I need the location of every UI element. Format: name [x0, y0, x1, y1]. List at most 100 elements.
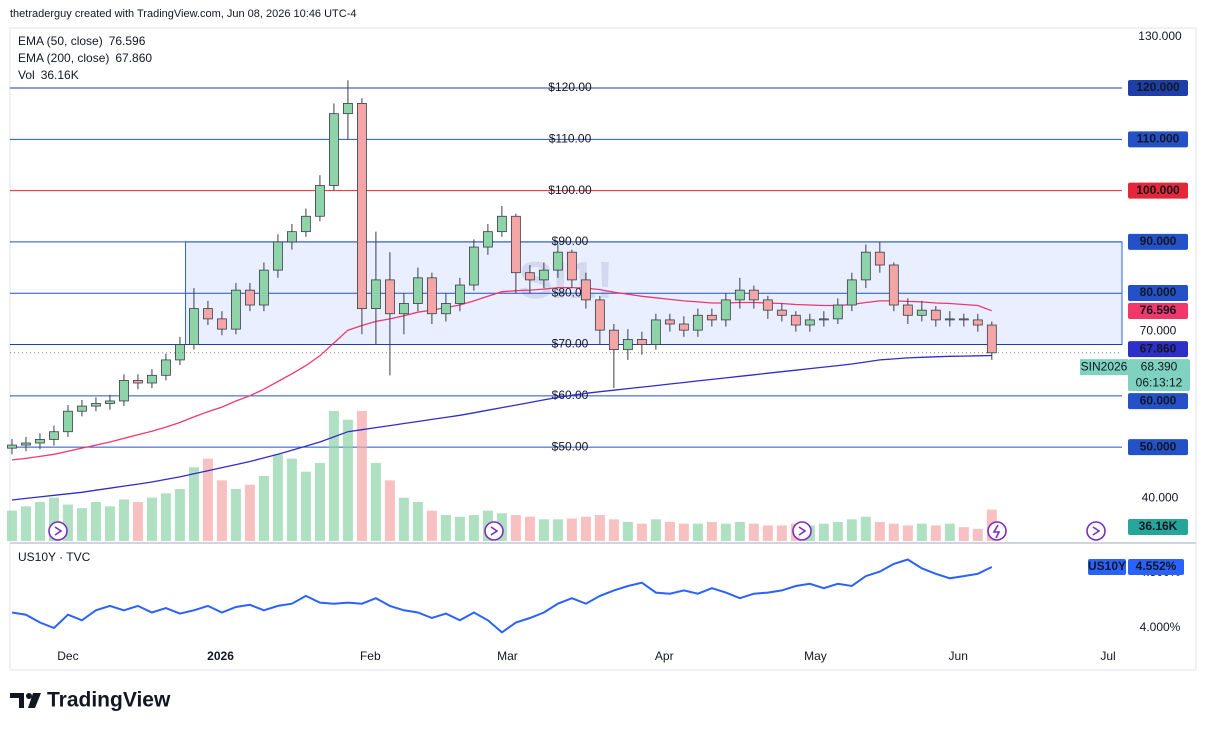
- volume-bar: [160, 493, 171, 541]
- volume-bar: [300, 471, 311, 541]
- volume-bar: [720, 523, 731, 541]
- axis-badge: [1128, 519, 1188, 535]
- volume-bar: [944, 523, 955, 541]
- candle-body: [217, 318, 227, 330]
- volume-bar: [636, 523, 647, 541]
- volume-bar: [20, 506, 31, 541]
- volume-bar: [888, 523, 899, 541]
- legend-value: 76.596: [109, 34, 146, 48]
- candle-body: [287, 231, 297, 243]
- candle-body: [175, 344, 185, 361]
- candle-body: [245, 289, 255, 306]
- icon-bolt: [992, 524, 1001, 539]
- volume-bar: [972, 528, 983, 541]
- candle-body: [986, 324, 997, 354]
- candle-body: [343, 103, 353, 115]
- candle-body: [91, 403, 101, 407]
- volume-bar: [748, 523, 759, 541]
- volume-bar: [426, 510, 437, 541]
- candle-body: [147, 374, 157, 384]
- candle-body: [552, 251, 563, 271]
- chart-frame: [9, 27, 1197, 671]
- candle-body: [63, 410, 73, 433]
- legend-name: EMA (200, close): [18, 51, 109, 65]
- logo-mark: [28, 693, 41, 708]
- volume-badge-label: 36.16K: [1139, 519, 1178, 533]
- logo-mark: [26, 693, 32, 699]
- symbol-label: SIN2026: [1081, 359, 1128, 373]
- volume-bar: [188, 467, 199, 541]
- volume-bar: [384, 480, 395, 541]
- volume-bar: [874, 521, 885, 541]
- volume-bar: [580, 516, 591, 541]
- volume-bar: [412, 502, 423, 541]
- volume-bar: [776, 525, 787, 541]
- candle-body: [902, 304, 913, 316]
- x-tick-label: Mar: [497, 649, 518, 663]
- volume-bar: [202, 458, 213, 541]
- x-tick-label: Feb: [360, 649, 381, 663]
- volume-bar: [664, 521, 675, 541]
- volume-bar: [622, 521, 633, 541]
- candle-body: [371, 279, 381, 310]
- axis-level-label: 50.000: [1140, 439, 1177, 453]
- ema-line: [11, 286, 993, 461]
- axis-level-label: 80.000: [1140, 285, 1177, 299]
- volume-bar: [132, 502, 143, 541]
- candle-body: [888, 264, 899, 306]
- candle-body: [916, 309, 927, 316]
- candle-body: [496, 215, 507, 233]
- candle-body: [790, 314, 801, 326]
- volume-bar: [468, 515, 479, 541]
- axis-badge: [1128, 80, 1188, 97]
- price-level-label: $110.00: [549, 131, 592, 145]
- candle-body: [776, 309, 787, 316]
- ema-line: [11, 354, 992, 501]
- volume-bar: [370, 463, 381, 541]
- volume-bar: [524, 516, 535, 541]
- volume-bar: [860, 516, 871, 541]
- icon[interactable]: [1086, 521, 1106, 541]
- candle-body: [650, 319, 661, 345]
- volume-bar: [678, 523, 689, 541]
- ema200-badge-label: 67.860: [1140, 341, 1177, 355]
- candle-body: [958, 318, 969, 321]
- volume-bar: [118, 499, 129, 541]
- candle-body: [440, 303, 451, 315]
- y-tick-label: 4.000%: [1140, 620, 1181, 634]
- x-tick-label: Jun: [949, 649, 968, 663]
- y-tick-label: 130.000: [1138, 29, 1182, 43]
- candle-body: [301, 215, 311, 233]
- candle-body: [580, 279, 591, 301]
- candle-body: [21, 442, 31, 446]
- volume-bar: [692, 523, 703, 541]
- logo-mark: [10, 693, 24, 708]
- icon[interactable]: [484, 521, 504, 541]
- candle-body: [413, 277, 423, 304]
- x-tick-label: May: [804, 649, 827, 663]
- candle-body: [133, 380, 143, 384]
- volume-bar: [314, 463, 325, 541]
- axis-badge: [1128, 131, 1188, 148]
- volume-bar: [104, 506, 115, 541]
- candle-body: [524, 272, 535, 281]
- candle-body: [762, 299, 773, 311]
- icon[interactable]: [987, 521, 1007, 541]
- candle-body: [846, 279, 857, 306]
- icon-arrow: [1092, 526, 1101, 536]
- axis-level-label: 120.000: [1136, 80, 1180, 94]
- candle-body: [566, 251, 577, 281]
- candle-body: [259, 269, 269, 306]
- legend-value: 36.16K: [41, 68, 79, 82]
- icon[interactable]: [792, 521, 812, 541]
- icon-arrow: [54, 526, 63, 536]
- volume-bar: [594, 515, 605, 541]
- candle-body: [594, 299, 605, 331]
- replay-icons: [48, 521, 1106, 541]
- candle-body: [944, 318, 955, 321]
- icon[interactable]: [48, 521, 68, 541]
- symbol-badge: [1080, 359, 1128, 376]
- symbol-badge: [1088, 558, 1126, 575]
- volume-bar: [902, 525, 913, 541]
